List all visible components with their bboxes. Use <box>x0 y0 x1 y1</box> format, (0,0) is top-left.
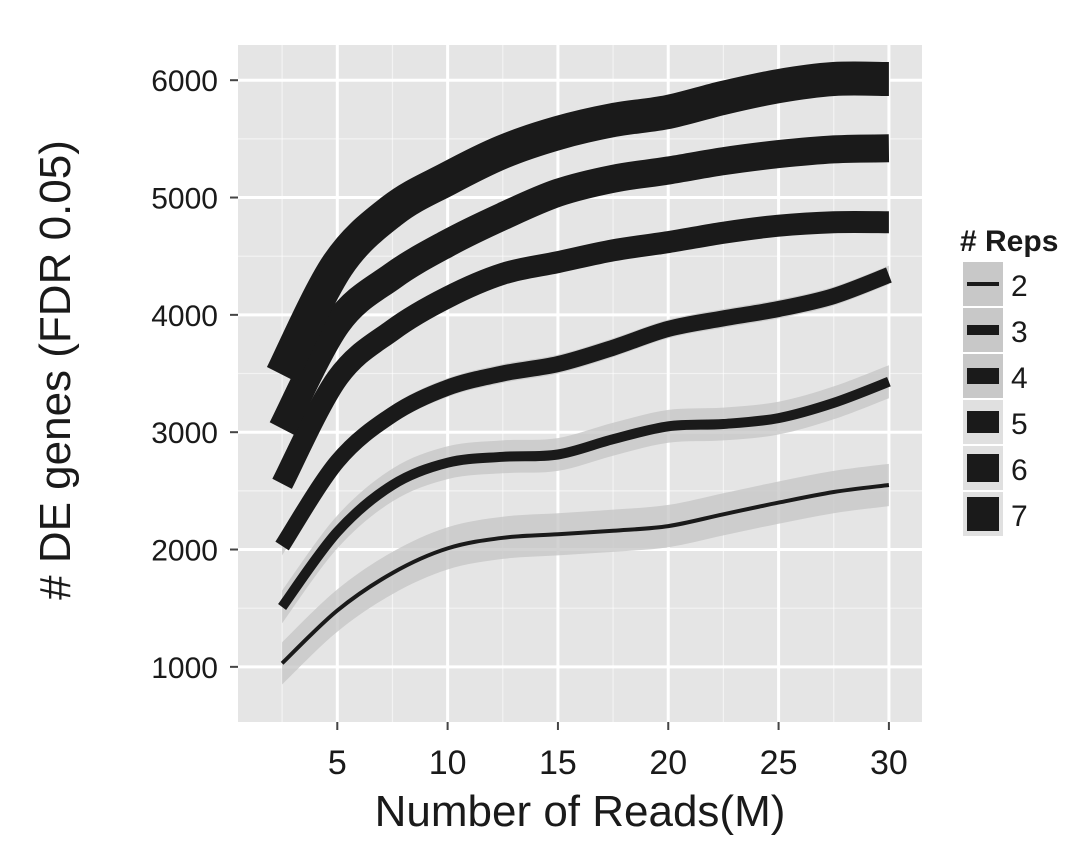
series-line-reps-3 <box>278 377 891 610</box>
y-axis-label: # DE genes (FDR 0.05) <box>31 140 80 600</box>
x-tick-label: 25 <box>760 744 798 782</box>
legend-items: 2 3 4 5 6 7 <box>963 262 1028 536</box>
legend-label-4: 4 <box>1011 362 1028 395</box>
legend-label-6: 6 <box>1011 454 1028 487</box>
x-tick-label: 30 <box>870 744 908 782</box>
series-line-reps-5 <box>272 210 889 489</box>
confidence-band-reps-2 <box>282 463 889 685</box>
x-tick-label: 15 <box>539 744 577 782</box>
legend-label-5: 5 <box>1011 408 1028 441</box>
legend-label-7: 7 <box>1011 500 1028 533</box>
y-tick-label: 1000 <box>151 652 218 685</box>
series-line-reps-7 <box>266 61 890 383</box>
y-tick-label: 3000 <box>151 417 218 450</box>
legend-label-2: 2 <box>1011 270 1028 303</box>
confidence-band-reps-3 <box>282 365 889 624</box>
y-tick-label: 2000 <box>151 535 218 568</box>
series-line-reps-2 <box>280 483 890 665</box>
y-tick-label: 4000 <box>151 300 218 333</box>
x-tick-label: 20 <box>649 744 687 782</box>
y-axis: 1000 2000 3000 4000 5000 6000 <box>151 65 238 685</box>
y-tick-label: 6000 <box>151 65 218 98</box>
legend-label-3: 3 <box>1011 316 1028 349</box>
x-axis-label: Number of Reads(M) <box>375 787 786 836</box>
series-line-reps-4 <box>275 267 892 551</box>
series-lines <box>266 61 892 665</box>
x-tick-label: 5 <box>328 744 347 782</box>
y-tick-label: 5000 <box>151 183 218 216</box>
legend-title: # Reps <box>960 225 1058 258</box>
x-axis: 5 10 15 20 25 30 <box>328 722 908 782</box>
legend: # Reps 2 3 4 5 6 7 <box>960 225 1058 536</box>
series-line-reps-6 <box>269 134 890 436</box>
x-tick-label: 10 <box>429 744 467 782</box>
